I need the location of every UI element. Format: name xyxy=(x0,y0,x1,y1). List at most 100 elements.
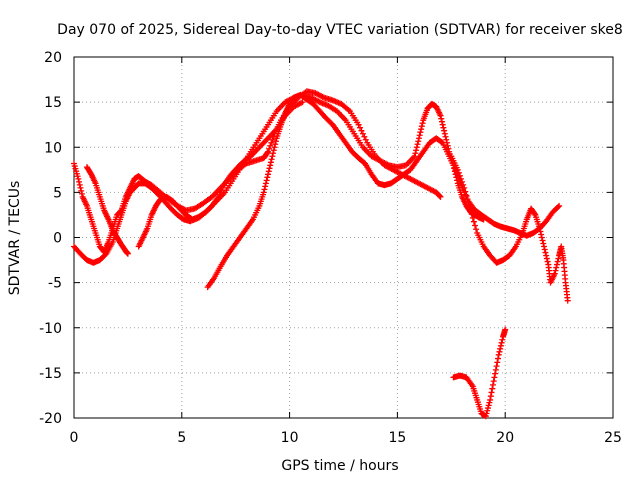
series-track-e xyxy=(204,91,563,291)
data-point xyxy=(262,183,269,190)
data-point xyxy=(411,153,418,160)
data-point xyxy=(455,169,462,176)
y-tick-label: -20 xyxy=(39,411,62,427)
series-track-b xyxy=(71,91,487,266)
data-point xyxy=(553,261,560,268)
data-point xyxy=(268,139,275,146)
data-point xyxy=(499,336,506,343)
y-tick-label: 15 xyxy=(44,95,62,111)
data-point xyxy=(555,255,562,262)
data-point xyxy=(486,399,493,406)
data-point xyxy=(76,181,83,188)
y-tick-label: 20 xyxy=(44,50,62,66)
data-point xyxy=(554,258,561,265)
series-track-d xyxy=(135,99,306,250)
data-point xyxy=(270,147,277,154)
data-point xyxy=(265,148,272,155)
data-point xyxy=(498,339,505,346)
data-point xyxy=(358,127,365,134)
y-tick-label: -15 xyxy=(39,366,62,382)
x-axis-label: GPS time / hours xyxy=(281,458,398,474)
data-point xyxy=(265,168,272,175)
data-point xyxy=(77,184,84,191)
x-tick-label: 10 xyxy=(281,430,299,446)
series-track-c xyxy=(83,164,131,257)
data-point xyxy=(78,190,85,197)
data-point xyxy=(541,246,548,253)
data-point xyxy=(460,181,467,188)
data-point xyxy=(553,264,560,271)
data-point xyxy=(485,402,492,409)
data-point xyxy=(489,385,496,392)
data-point xyxy=(564,297,571,304)
data-point xyxy=(465,199,472,206)
data-point xyxy=(539,237,546,244)
data-point xyxy=(441,130,448,137)
series-track-a xyxy=(71,88,444,255)
data-point xyxy=(494,359,501,366)
data-point xyxy=(467,207,474,214)
grid xyxy=(74,57,613,418)
data-point xyxy=(487,393,494,400)
data-point xyxy=(355,121,362,128)
data-point xyxy=(437,112,444,119)
data-point xyxy=(261,186,268,193)
data-point xyxy=(415,135,422,142)
data-point xyxy=(359,130,366,137)
data-point xyxy=(495,351,502,358)
data-point xyxy=(413,147,420,154)
data-point xyxy=(492,366,499,373)
data-point xyxy=(437,193,444,200)
data-point xyxy=(438,118,445,125)
data-point xyxy=(492,370,499,377)
y-tick-label: 0 xyxy=(53,231,62,247)
data-point xyxy=(361,133,368,140)
data-point xyxy=(551,270,558,277)
data-point xyxy=(268,156,275,163)
data-point xyxy=(260,189,267,196)
data-point xyxy=(544,258,551,265)
data-point xyxy=(299,99,306,106)
data-point xyxy=(441,127,448,134)
x-axis: 0 5 10 15 20 25 xyxy=(70,57,622,446)
data-series xyxy=(71,88,571,420)
data-point xyxy=(538,231,545,238)
series-track-f xyxy=(448,153,571,304)
data-point xyxy=(264,174,271,181)
data-point xyxy=(458,175,465,182)
data-point xyxy=(484,405,491,412)
data-point xyxy=(75,175,82,182)
data-point xyxy=(267,162,274,169)
data-point xyxy=(538,234,545,241)
series-track-g xyxy=(450,326,509,420)
data-point xyxy=(270,150,277,157)
data-point xyxy=(552,267,559,274)
x-tick-label: 15 xyxy=(388,430,406,446)
data-point xyxy=(102,251,109,258)
data-point xyxy=(267,159,274,166)
data-point xyxy=(416,132,423,139)
y-tick-label: 5 xyxy=(53,185,62,201)
data-point xyxy=(462,188,469,195)
data-point xyxy=(418,123,425,130)
x-tick-label: 25 xyxy=(604,430,622,446)
data-point xyxy=(482,413,489,420)
data-point xyxy=(264,149,271,156)
data-point xyxy=(542,249,549,256)
data-point xyxy=(489,381,496,388)
data-point xyxy=(266,165,273,172)
data-point xyxy=(263,177,270,184)
data-point xyxy=(438,115,445,122)
chart-title: Day 070 of 2025, Sidereal Day-to-day VTE… xyxy=(57,22,623,38)
data-point xyxy=(269,136,276,143)
data-point xyxy=(488,389,495,396)
data-point xyxy=(459,178,466,185)
data-point xyxy=(491,374,498,381)
data-point xyxy=(76,178,83,185)
data-point xyxy=(124,250,131,257)
y-tick-label: -5 xyxy=(48,276,62,292)
data-point xyxy=(414,141,421,148)
data-point xyxy=(419,120,426,127)
data-point xyxy=(272,138,279,145)
data-point xyxy=(541,243,548,250)
